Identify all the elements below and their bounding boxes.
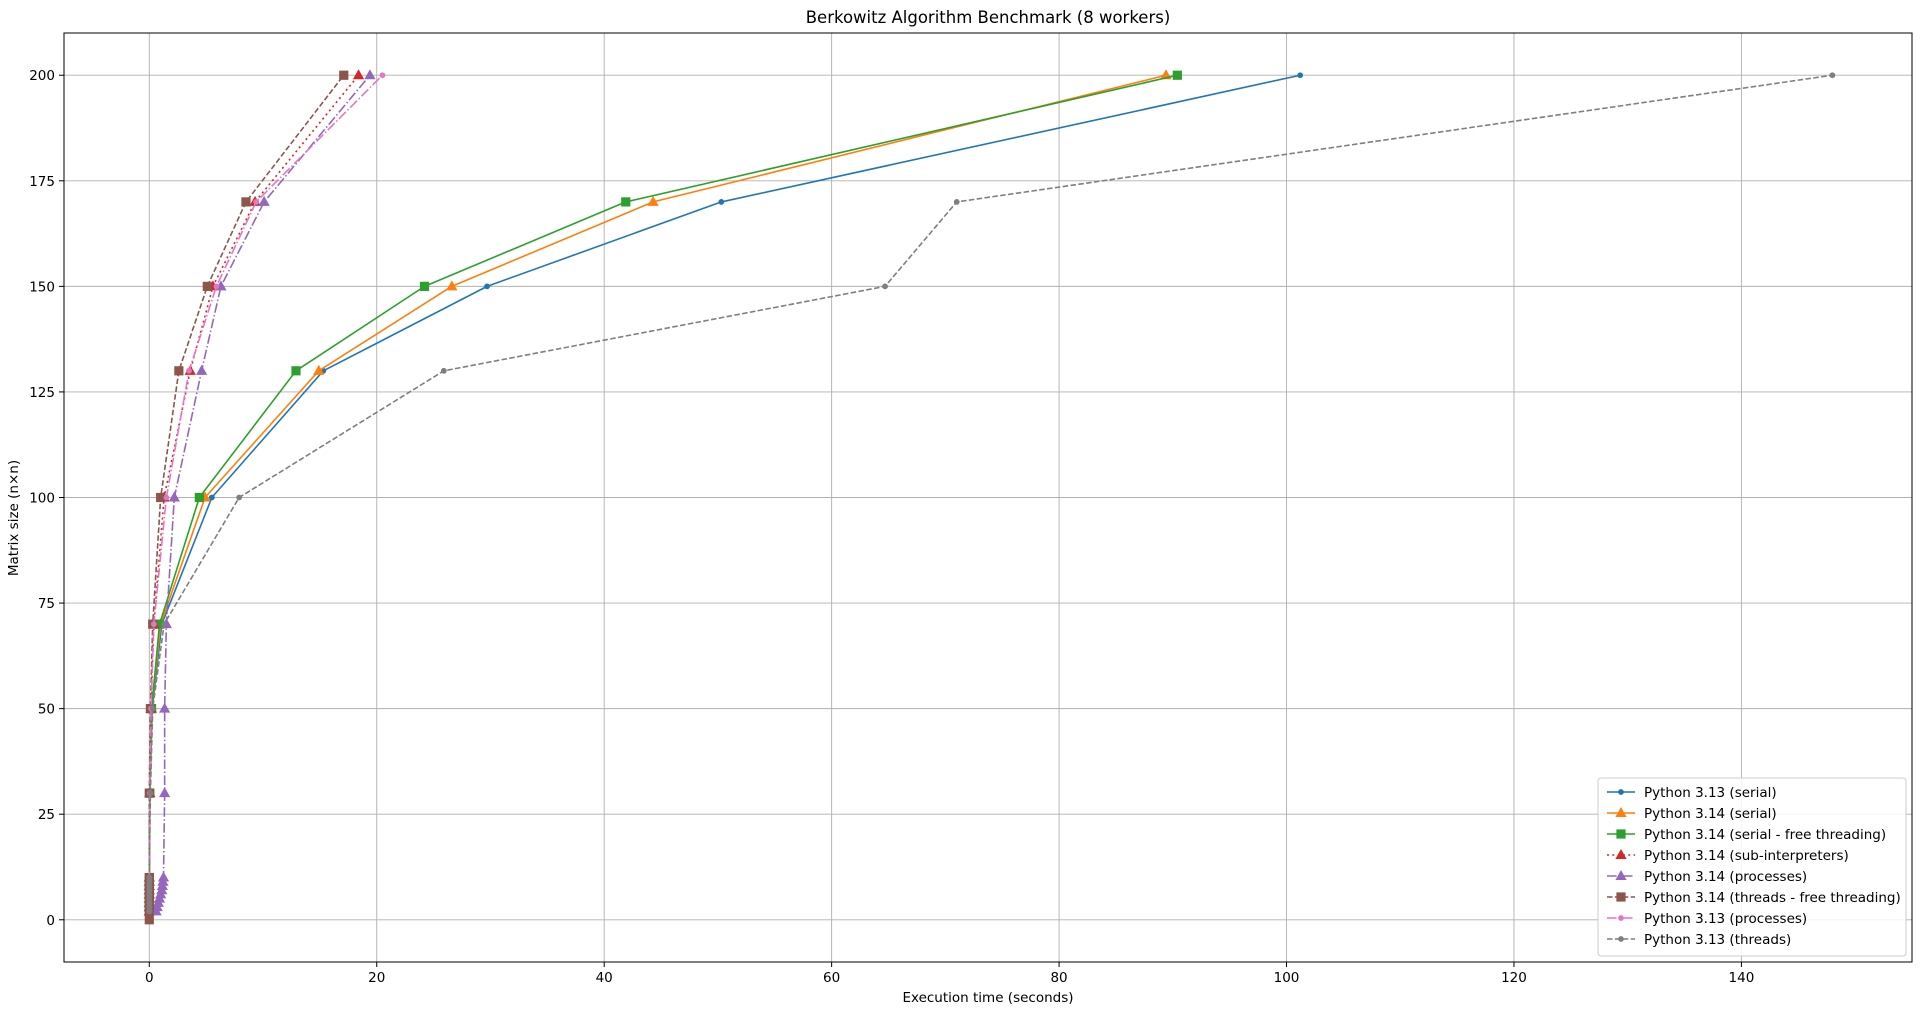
series-7: [146, 72, 1836, 915]
series-4-marker: [1615, 869, 1627, 880]
series-7-marker: [149, 705, 156, 712]
series-0-line: [148, 74, 1301, 912]
series-3-marker: [352, 69, 365, 80]
series-1-marker: [313, 364, 325, 375]
series-6-marker: [379, 72, 386, 79]
legend-entry: Python 3.13 (threads): [1607, 932, 1791, 948]
chart-title: Berkowitz Algorithm Benchmark (8 workers…: [806, 8, 1171, 27]
legend-frame: [1597, 777, 1907, 957]
legend-entry: Python 3.14 (serial - free threading): [1607, 827, 1886, 843]
series-0-marker: [718, 199, 725, 205]
series-5-marker: [174, 366, 184, 376]
series-7-marker: [1618, 936, 1624, 942]
series-6-marker: [1618, 915, 1624, 921]
legend-entry: Python 3.14 (serial): [1607, 806, 1777, 822]
x-tick-label: 40: [596, 970, 613, 986]
series-0-marker: [1618, 789, 1624, 795]
y-tick-label: 150: [29, 279, 55, 295]
series-4-marker: [159, 787, 171, 798]
series-4-marker: [258, 195, 270, 206]
legend-label: Python 3.13 (threads): [1644, 932, 1791, 948]
legend-label: Python 3.14 (processes): [1644, 869, 1807, 885]
legend-label: Python 3.14 (serial - free threading): [1644, 827, 1886, 843]
y-axis-label: Matrix size (n×n): [6, 460, 22, 576]
ticks: 0 20 40 60 80 100 120 140 0 25 50 75 100 125 150 175 200: [29, 68, 1754, 986]
series-0: [146, 72, 1304, 915]
series-4-marker: [157, 871, 170, 882]
series-4-marker: [168, 491, 180, 502]
legend-entry: Python 3.14 (processes): [1607, 869, 1807, 885]
series-7-marker: [440, 367, 447, 374]
series-2-marker: [291, 366, 301, 376]
series-6-marker: [163, 494, 170, 501]
y-tick-label: 100: [29, 491, 55, 507]
x-tick-label: 0: [145, 970, 154, 986]
series-3: [143, 69, 365, 916]
series-7-marker: [1829, 72, 1836, 79]
x-tick-label: 20: [368, 970, 385, 986]
series-7-marker: [236, 494, 243, 501]
y-tick-label: 125: [29, 385, 55, 401]
series-2-marker: [194, 492, 204, 503]
legend-label: Python 3.14 (serial): [1644, 806, 1777, 822]
legend-entry: Python 3.14 (sub-interpreters): [1607, 848, 1849, 864]
legend-label: Python 3.13 (processes): [1644, 911, 1807, 927]
y-tick-label: 50: [38, 702, 55, 718]
y-tick-label: 75: [38, 596, 55, 612]
series-2-marker: [1616, 829, 1626, 839]
series-5-marker: [1616, 892, 1626, 902]
series-layer: [143, 69, 1836, 925]
series-5-marker: [241, 197, 251, 207]
y-tick-label: 200: [29, 68, 55, 84]
series-7-marker: [147, 790, 154, 796]
series-6-marker: [213, 283, 220, 290]
series-2: [144, 70, 1182, 916]
series-0-marker: [208, 494, 215, 501]
series-2-marker: [1172, 70, 1182, 80]
series-2-line: [148, 74, 1178, 912]
x-tick-label: 100: [1274, 970, 1300, 986]
legend-label: Python 3.13 (serial): [1644, 785, 1777, 801]
legend-label: Python 3.14 (threads - free threading): [1644, 890, 1901, 906]
series-1-line: [148, 74, 1167, 912]
legend: Python 3.13 (serial) Python 3.14 (serial)…: [1597, 777, 1907, 957]
series-7-line: [148, 74, 1833, 912]
legend-label: Python 3.14 (sub-interpreters): [1644, 848, 1849, 864]
y-tick-label: 175: [29, 174, 55, 190]
series-0-marker: [484, 283, 490, 290]
series-6-marker: [186, 367, 192, 374]
series-1: [143, 69, 1172, 916]
x-axis-label: Execution time (seconds): [902, 990, 1073, 1006]
series-7-marker: [146, 874, 153, 881]
series-7-marker: [882, 283, 888, 290]
series-4: [150, 69, 376, 916]
legend-entry: Python 3.13 (serial): [1607, 785, 1777, 801]
series-6-marker: [253, 199, 260, 205]
y-tick-label: 25: [38, 807, 55, 823]
series-4-marker: [364, 69, 376, 80]
series-3-marker: [1615, 848, 1627, 859]
series-1-marker: [1615, 806, 1627, 817]
series-1-marker: [446, 280, 458, 291]
x-tick-label: 140: [1729, 970, 1755, 986]
series-2-marker: [419, 281, 430, 291]
series-1-marker: [647, 195, 659, 206]
x-tick-label: 80: [1050, 970, 1067, 986]
series-6-marker: [150, 621, 157, 628]
series-7-marker: [953, 199, 960, 205]
legend-entry: Python 3.13 (processes): [1607, 911, 1807, 927]
series-5-marker: [144, 915, 154, 925]
series-0-marker: [1297, 72, 1304, 79]
x-tick-label: 120: [1501, 970, 1527, 986]
series-5-marker: [202, 281, 212, 291]
series-4-marker: [159, 702, 171, 713]
series-4-marker: [196, 364, 208, 375]
series-5-marker: [339, 70, 349, 80]
legend-entry: Python 3.14 (threads - free threading): [1607, 890, 1901, 906]
series-2-marker: [621, 197, 631, 207]
x-tick-label: 60: [823, 970, 840, 986]
y-tick-label: 0: [46, 913, 55, 929]
series-7-marker: [161, 621, 167, 628]
